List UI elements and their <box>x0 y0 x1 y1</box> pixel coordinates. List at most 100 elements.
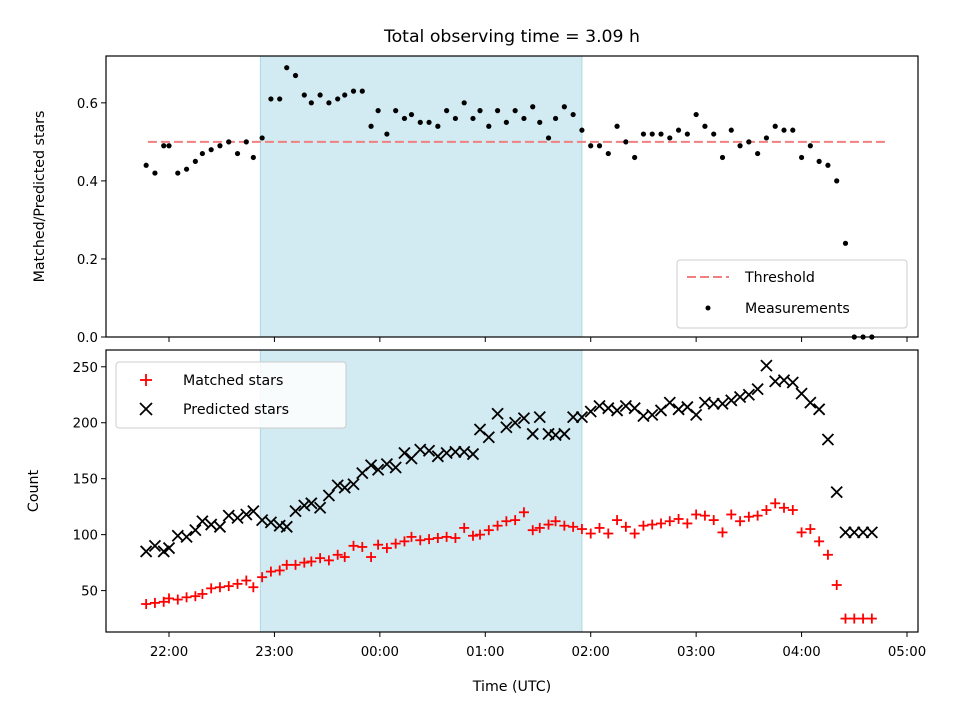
top-axes-frame <box>105 55 919 338</box>
measurement-point <box>667 135 673 141</box>
x-tick-label: 23:00 <box>255 645 293 660</box>
measurement-point <box>401 115 408 122</box>
predicted-x-b <box>255 513 269 527</box>
predicted-star-point <box>751 383 764 396</box>
y-tick-label: 50 <box>81 585 98 600</box>
matched-star-point <box>691 509 702 520</box>
predicted-star-point <box>865 526 878 539</box>
x-tick-label: 01:00 <box>466 645 504 660</box>
predicted-x-b <box>584 405 597 418</box>
matched-star-point <box>190 591 201 602</box>
matched-star-point <box>543 519 554 530</box>
measurement-point <box>277 96 283 102</box>
predicted-x-b <box>690 408 703 422</box>
bottom-x-ticks: 22:00 23:00 00:00 01:00 02:00 03:00 04:00 05:00 <box>150 632 926 660</box>
predicted-x-b <box>389 461 402 474</box>
measurement-point <box>143 162 149 168</box>
predicted-star-point <box>189 524 202 537</box>
measurement-point <box>375 108 381 114</box>
predicted-x-b <box>575 411 589 424</box>
measurement-point <box>781 127 787 133</box>
measurement-point <box>623 139 629 145</box>
predicted-x-b <box>865 526 878 539</box>
predicted-star-point <box>558 427 571 441</box>
predicted-x-b <box>148 539 162 552</box>
predicted-star-point <box>458 445 471 458</box>
measurement-point <box>711 131 717 137</box>
measurement-point <box>292 72 299 79</box>
predicted-star-point <box>389 461 402 474</box>
predicted-x-b <box>422 444 436 457</box>
matched-star-point <box>141 599 152 610</box>
measurement-point <box>684 131 690 137</box>
predicted-x-b <box>482 431 495 444</box>
matched-star-point <box>840 613 851 624</box>
y-tick-label: 150 <box>73 473 98 488</box>
predicted-x-b <box>610 404 624 417</box>
predicted-star-point <box>162 541 176 555</box>
top-x-ticks <box>168 337 908 342</box>
predicted-star-point <box>491 407 504 420</box>
predicted-x-b <box>830 485 843 499</box>
predicted-star-point <box>180 530 193 544</box>
predicted-x-b <box>240 508 253 521</box>
predicted-x-b <box>280 520 293 533</box>
predicted-x-b <box>305 497 318 510</box>
matched-star-point <box>858 613 869 624</box>
predicted-x-b <box>162 541 176 555</box>
measurement-point <box>284 65 290 71</box>
matched-star-point <box>620 521 631 532</box>
matched-star-point <box>647 519 658 530</box>
y-tick-label: 0.4 <box>77 175 98 190</box>
measurement-point <box>301 92 307 98</box>
predicted-star-point <box>422 444 436 457</box>
matched-star-point <box>399 536 410 547</box>
matched-star-point <box>306 556 317 567</box>
predicted-star-point <box>280 520 293 533</box>
measurement-point <box>393 108 399 114</box>
predicted-x-b <box>681 400 694 414</box>
predicted-x-b <box>526 427 539 441</box>
matched-star-point <box>164 593 174 604</box>
predicted-x-b <box>289 505 302 518</box>
matched-star-point <box>459 522 470 533</box>
predicted-x-b <box>663 396 676 409</box>
predicted-star-point <box>347 478 360 491</box>
predicted-star-point <box>449 445 462 458</box>
predicted-x-b <box>313 501 327 514</box>
predicted-x-b <box>247 505 260 518</box>
predicted-star-point <box>646 408 659 422</box>
matched-star-point <box>673 513 684 524</box>
predicted-star-point <box>313 501 327 514</box>
measurement-point <box>737 143 743 149</box>
measurement-point <box>342 92 348 98</box>
predicted-x-b <box>637 409 650 423</box>
predicted-star-point <box>777 374 791 387</box>
measurement-point <box>408 111 415 118</box>
predicted-x-b <box>458 445 471 458</box>
matched-star-point <box>357 541 368 552</box>
predicted-x-b <box>231 511 244 524</box>
predicted-x-b <box>347 478 360 491</box>
predicted-star-point <box>663 396 676 409</box>
measurement-point <box>417 119 423 125</box>
y-tick-label: 100 <box>73 529 98 544</box>
matched-star-point <box>735 516 746 527</box>
matched-star-point <box>223 581 234 592</box>
measurement-point <box>719 154 726 161</box>
measurement-point <box>166 143 172 149</box>
predicted-star-point <box>371 463 385 476</box>
matched-star-point <box>149 597 160 608</box>
predicted-star-point <box>431 450 444 463</box>
bottom-legend: Matched stars Predicted stars <box>115 361 347 429</box>
matched-star-point <box>752 510 763 521</box>
matched-star-point <box>373 539 384 550</box>
predicted-x-b <box>264 516 278 529</box>
measurement-point <box>596 143 603 149</box>
measurement-point <box>521 115 527 122</box>
predicted-star-point <box>690 408 703 422</box>
x-tick-label: 02:00 <box>572 645 610 660</box>
predicted-x-b <box>725 394 738 407</box>
matched-star-point <box>849 613 860 624</box>
top-y-axis-label: Matched/Predicted stars <box>32 111 48 283</box>
